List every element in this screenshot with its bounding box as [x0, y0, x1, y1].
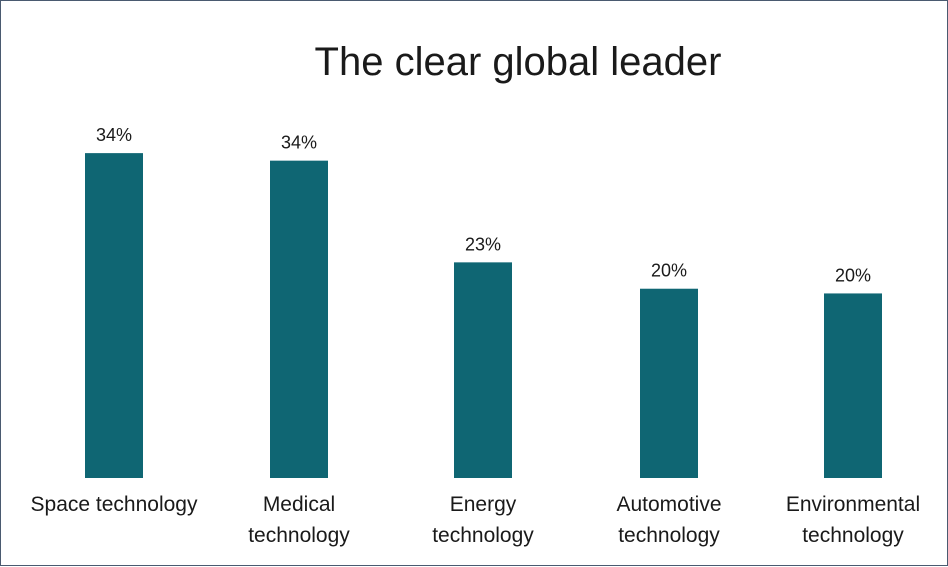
category-label-2: Medical technology: [248, 493, 350, 547]
data-label-4: 20%: [651, 261, 687, 281]
bars-group: [85, 153, 882, 479]
bar-1: [85, 153, 143, 478]
data-label-5: 20%: [835, 265, 871, 285]
chart-title: The clear global leader: [315, 40, 722, 84]
category-labels-group: Space technology Medical technology Energy t…: [31, 493, 921, 547]
data-label-1: 34%: [96, 125, 132, 145]
bar-2: [270, 160, 328, 479]
category-label-3: Energy technology: [432, 493, 534, 547]
data-label-2: 34%: [281, 133, 317, 153]
category-label-5: Environmental technology: [786, 493, 920, 547]
bar-4: [640, 288, 698, 478]
category-label-4: Automotive technology: [616, 493, 721, 547]
bar-5: [824, 293, 882, 478]
data-labels-group: 34% 34% 23% 20% 20%: [96, 125, 871, 285]
data-label-3: 23%: [465, 234, 501, 254]
bar-3: [454, 262, 512, 478]
category-label-1: Space technology: [31, 493, 198, 516]
